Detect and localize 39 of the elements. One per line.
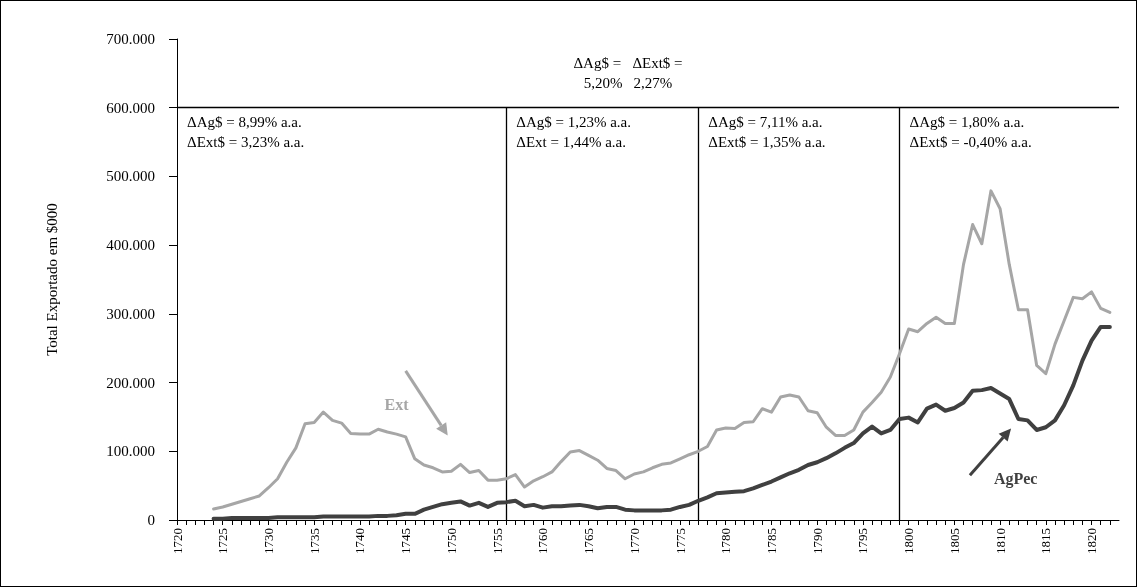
annotation: ΔAg$ = ΔExt$ = 5,20% 2,27% [573,55,683,92]
x-tick-label: 1770 [626,528,642,554]
x-tick-label: 1805 [946,528,962,554]
annotation: ΔAg$ = 8,99% a.a. ΔExt$ = 3,23% a.a. [187,113,305,150]
x-tick-label: 1745 [398,528,414,554]
y-tick-label: 600.000 [106,99,155,116]
annotation: ΔAg$ = 7,11% a.a. ΔExt$ = 1,35% a.a. [708,113,826,150]
x-tick-label: 1820 [1084,528,1100,554]
y-tick-label: 500.000 [106,168,155,185]
line-series [212,189,1112,511]
x-tick-label: 1785 [763,528,779,554]
x-tick-label: 1740 [352,528,368,554]
y-tick-label: 100.000 [106,443,155,460]
x-tick-label: 1720 [169,528,185,554]
x-tick-label: 1755 [489,528,505,554]
y-tick-label: 200.000 [106,374,155,391]
x-tick-label: 1735 [306,528,322,554]
y-tick-label: 400.000 [106,237,155,254]
y-tick-label: 300.000 [106,305,155,322]
x-tick-label: 1815 [1038,528,1054,554]
x-tick-label: 1775 [672,528,688,554]
x-tick-label: 1730 [260,528,276,554]
x-tick-label: 1725 [215,528,231,554]
x-tick-label: 1795 [855,528,871,554]
x-tick-label: 1765 [581,528,597,554]
line-series [211,324,1112,521]
y-tick-label: 0 [147,512,155,528]
annotation: ΔAg$ = 1,80% a.a. ΔExt$ = -0,40% a.a. [909,113,1032,150]
legend-label: AgPec [993,469,1038,488]
x-tick-label: 1790 [809,528,825,554]
x-tick-label: 1760 [535,528,551,554]
y-axis-title: Total Exportado em $000 [43,203,60,356]
x-tick-label: 1750 [443,528,459,554]
x-tick-label: 1780 [718,528,734,554]
y-tick-label: 700.000 [106,31,155,47]
x-tick-label: 1810 [992,528,1008,554]
series-label: Ext [384,396,410,414]
annotation: ΔAg$ = 1,23% a.a. ΔExt = 1,44% a.a. [516,113,631,150]
x-tick-label: 1800 [901,528,917,554]
